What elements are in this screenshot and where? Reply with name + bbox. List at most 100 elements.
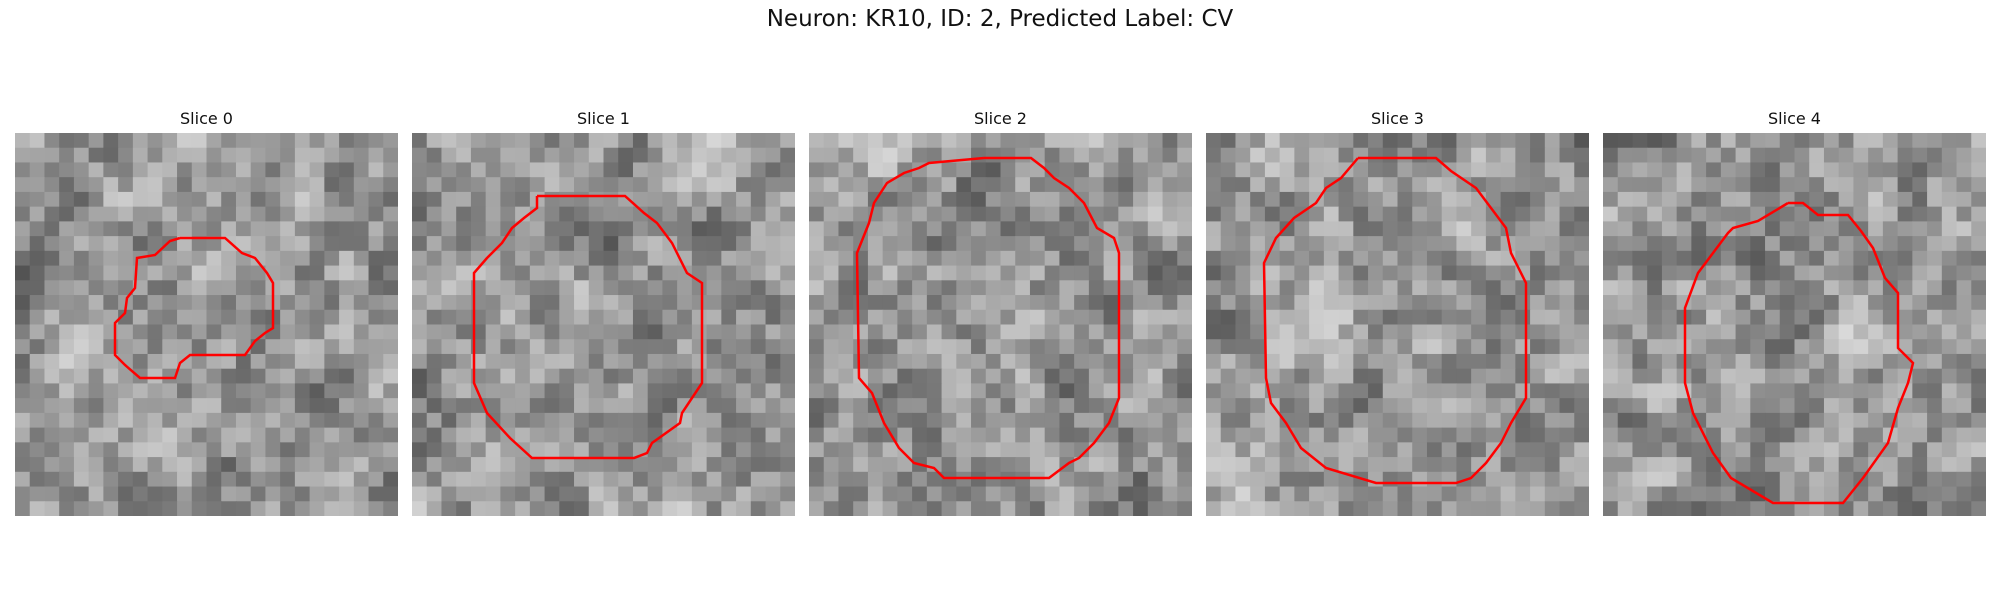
pixel [103,486,119,502]
pixel [1029,427,1046,443]
pixel [1544,412,1561,429]
pixel [177,383,193,399]
pixel [353,398,370,414]
pixel [1133,177,1149,193]
pixel [853,324,869,340]
pixel [1264,295,1281,311]
pixel [265,191,281,208]
pixel [132,236,149,252]
pixel [1177,501,1192,516]
pixel [456,250,472,267]
pixel [88,353,104,370]
pixel [426,236,443,252]
pixel [780,486,795,502]
pixel [1235,398,1251,414]
pixel [1441,191,1458,208]
pixel [926,265,943,281]
pixel [88,501,104,516]
pixel [368,147,384,164]
pixel [1765,486,1781,502]
pixel [1485,324,1502,340]
pixel [339,324,355,340]
pixel [1441,250,1458,267]
pixel [1676,442,1692,458]
pixel [88,191,104,208]
pixel [1000,250,1016,267]
pixel [88,383,104,399]
pixel [500,324,516,340]
pixel [1309,177,1325,193]
pixel [618,309,634,326]
pixel [1941,206,1958,222]
pixel [1441,133,1458,149]
pixel [1412,457,1428,473]
pixel [1338,191,1354,208]
pixel [1235,471,1251,488]
pixel [544,280,560,296]
pixel [1220,295,1237,311]
pixel [1133,236,1149,252]
pixel [809,412,825,429]
grayscale-pixels [809,133,1192,516]
pixel [750,383,767,399]
pixel [1441,221,1458,237]
pixel [838,398,854,414]
pixel [882,368,898,385]
pixel [853,295,869,311]
pixel [867,280,884,296]
pixel [15,412,31,429]
pixel [1044,295,1061,311]
pixel [235,486,252,502]
pixel [1279,368,1295,385]
pixel [118,383,134,399]
pixel [1823,280,1840,296]
pixel [1485,191,1502,208]
pixel [544,353,560,370]
pixel [1368,398,1384,414]
pixel [1956,457,1972,473]
pixel [324,162,340,178]
pixel [294,206,311,222]
pixel [1750,191,1766,208]
pixel [956,265,972,281]
pixel [765,368,781,385]
pixel [1530,486,1546,502]
pixel [177,471,193,488]
pixel [1838,412,1855,429]
pixel [1530,236,1546,252]
pixel [985,353,1002,370]
pixel [1706,309,1722,326]
pixel [1441,368,1458,385]
pixel [1838,368,1855,385]
pixel [88,177,104,193]
pixel [574,412,590,429]
pixel [1632,339,1648,355]
pixel [765,236,781,252]
pixel [1632,250,1648,267]
pixel [191,162,208,178]
pixel [882,295,898,311]
pixel [1838,221,1855,237]
pixel [691,162,708,178]
pixel [1720,486,1737,502]
pixel [1647,133,1663,149]
pixel [1617,191,1634,208]
pixel [985,191,1002,208]
pixel [294,250,311,267]
pixel [1000,280,1016,296]
pixel [1779,309,1796,326]
pixel [1206,177,1222,193]
pixel [412,324,428,340]
pixel [765,280,781,296]
pixel [838,280,854,296]
pixel [677,265,693,281]
pixel [44,265,60,281]
pixel [1809,339,1825,355]
pixel [1000,383,1016,399]
pixel [29,295,46,311]
pixel [926,412,943,429]
pixel [1735,457,1751,473]
pixel [1338,177,1354,193]
pixel [353,427,370,443]
pixel [706,398,722,414]
